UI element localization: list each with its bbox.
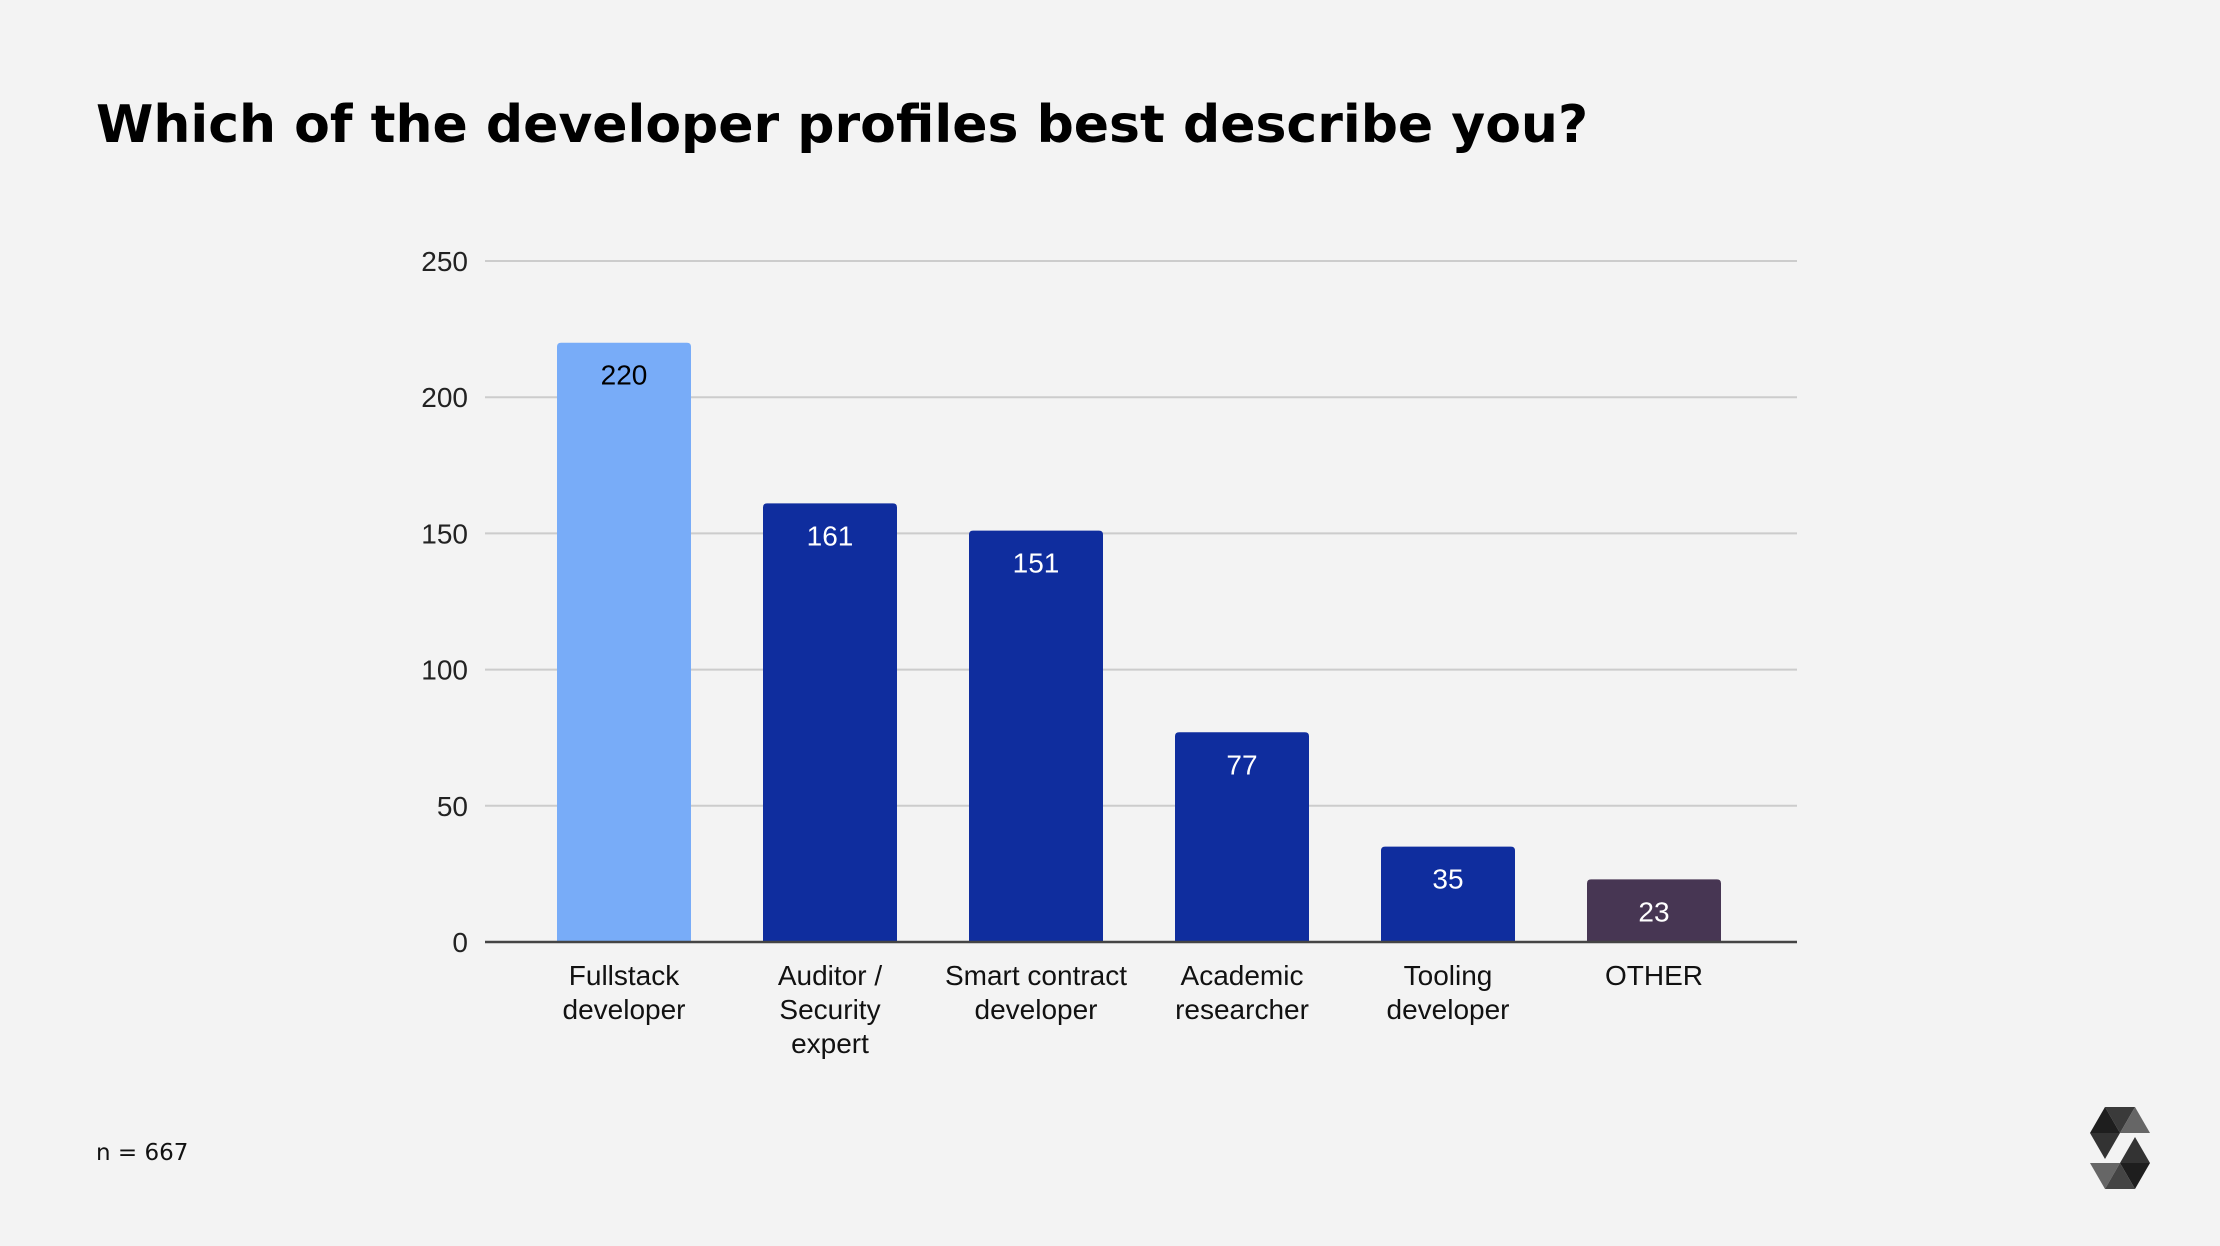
x-tick-label: Academic bbox=[1181, 960, 1304, 991]
data-label: 35 bbox=[1432, 864, 1463, 895]
bar bbox=[1587, 879, 1721, 942]
x-tick-label: Security bbox=[779, 994, 880, 1025]
y-tick-label: 50 bbox=[437, 791, 468, 822]
data-label: 151 bbox=[1013, 548, 1060, 579]
y-tick-label: 250 bbox=[421, 246, 468, 277]
bar bbox=[969, 530, 1103, 942]
sample-size-note: n = 667 bbox=[96, 1140, 189, 1166]
data-label: 161 bbox=[807, 520, 854, 551]
bar bbox=[557, 342, 691, 943]
x-tick-label: developer bbox=[563, 994, 686, 1025]
x-tick-label: Fullstack bbox=[569, 960, 680, 991]
bar bbox=[1175, 732, 1309, 942]
y-tick-label: 100 bbox=[421, 655, 468, 686]
bar bbox=[1381, 846, 1515, 942]
y-tick-label: 150 bbox=[421, 518, 468, 549]
x-tick-label: developer bbox=[975, 994, 1098, 1025]
y-tick-label: 0 bbox=[452, 927, 468, 958]
data-label: 23 bbox=[1638, 896, 1669, 927]
x-tick-label: developer bbox=[1387, 994, 1510, 1025]
y-tick-label: 200 bbox=[421, 382, 468, 413]
x-tick-label: researcher bbox=[1175, 994, 1309, 1025]
bar bbox=[763, 503, 897, 942]
data-label: 220 bbox=[601, 360, 648, 391]
x-tick-label: expert bbox=[791, 1028, 869, 1059]
page-title: Which of the developer profiles best des… bbox=[96, 95, 1589, 155]
x-tick-label: Auditor / bbox=[778, 960, 882, 991]
solidity-logo-icon bbox=[2090, 1107, 2150, 1189]
data-label: 77 bbox=[1226, 749, 1257, 780]
x-tick-label: Tooling bbox=[1404, 960, 1493, 991]
x-tick-label: Smart contract bbox=[945, 960, 1127, 991]
x-tick-label: OTHER bbox=[1605, 960, 1703, 991]
